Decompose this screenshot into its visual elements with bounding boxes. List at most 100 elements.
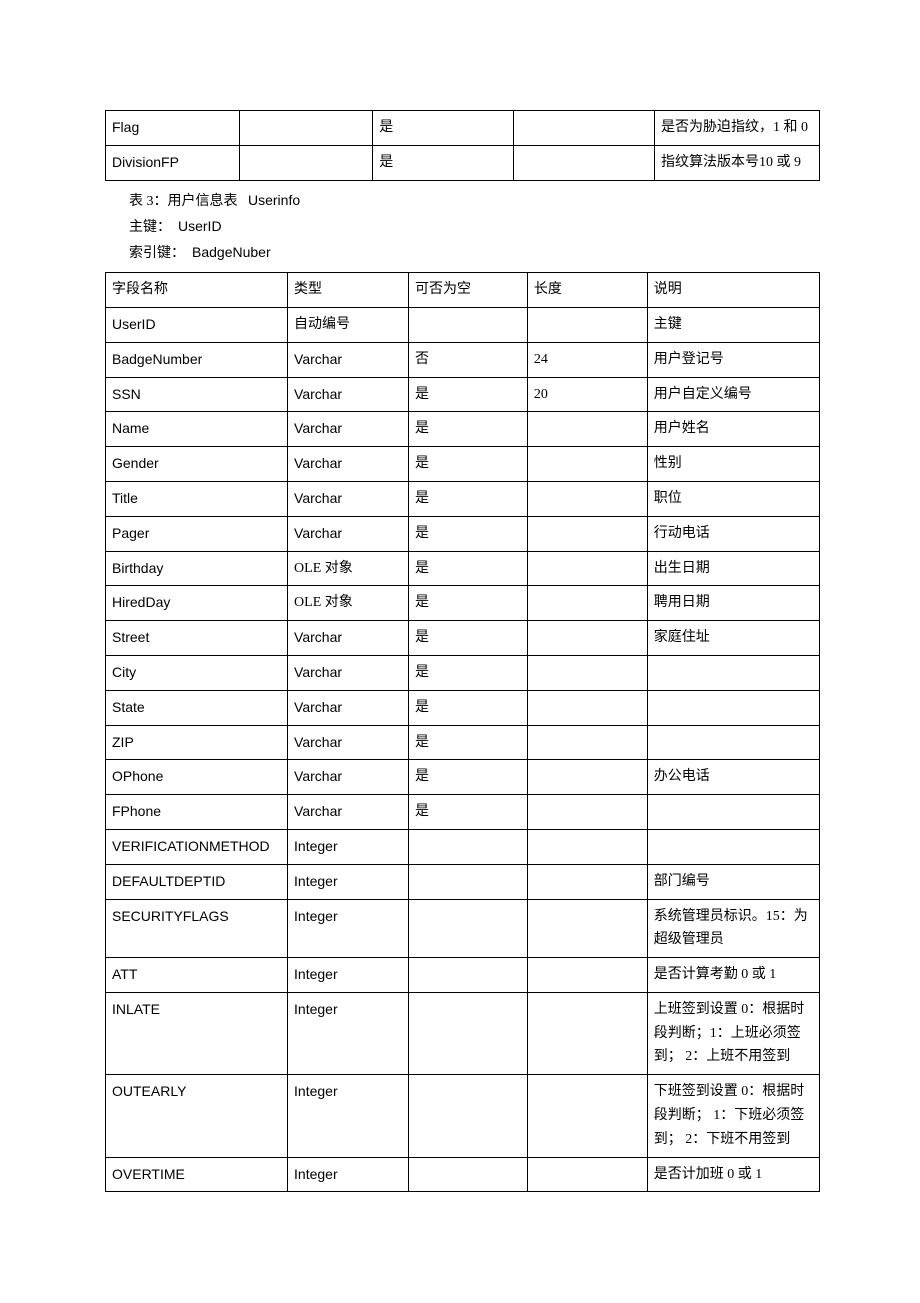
table-cell: 出生日期 xyxy=(647,551,819,586)
table-cell: ZIP xyxy=(106,725,288,760)
caption-text: 表 3：用户信息表 xyxy=(129,194,238,209)
table-cell: 是 xyxy=(409,725,528,760)
table-cell: Integer xyxy=(288,899,409,958)
table-cell: DivisionFP xyxy=(106,145,240,180)
table-cell: HiredDay xyxy=(106,586,288,621)
table-header-cell: 字段名称 xyxy=(106,273,288,308)
table-cell: Varchar xyxy=(288,760,409,795)
table-row: PagerVarchar是行动电话 xyxy=(106,516,820,551)
table-row: OPhoneVarchar是 办公电话 xyxy=(106,760,820,795)
table-cell: OVERTIME xyxy=(106,1157,288,1192)
table-cell: 否 xyxy=(409,342,528,377)
table-cell: Varchar xyxy=(288,481,409,516)
table-row: StreetVarchar是家庭住址 xyxy=(106,621,820,656)
table-cell: 主键 xyxy=(647,307,819,342)
table-cell: 办公电话 xyxy=(647,760,819,795)
table-cell: OUTEARLY xyxy=(106,1075,288,1157)
table-cell: 20 xyxy=(527,377,647,412)
table-cell xyxy=(409,864,528,899)
table-row: INLATEInteger上班签到设置 0：根据时段判断；1：上班必须签到； 2… xyxy=(106,992,820,1074)
table-cell: Gender xyxy=(106,447,288,482)
table-cell: 性别 xyxy=(647,447,819,482)
table-cell: Varchar xyxy=(288,516,409,551)
table-cell: State xyxy=(106,690,288,725)
caption-text: 主键： xyxy=(129,220,171,235)
table-cell: 是否计算考勤 0 或 1 xyxy=(647,958,819,993)
table-cell xyxy=(239,145,373,180)
table-cell: Integer xyxy=(288,864,409,899)
table-cell: FPhone xyxy=(106,795,288,830)
table-cell xyxy=(527,586,647,621)
table-row: ZIPVarchar是 xyxy=(106,725,820,760)
table-cell: Flag xyxy=(106,111,240,146)
table-header-row: 字段名称类型可否为空长度说明 xyxy=(106,273,820,308)
table-fragment-prev: Flag是是否为胁迫指纹，1 和 0DivisionFP是指纹算法版本号10 或… xyxy=(105,110,820,181)
table-cell: 是 xyxy=(409,690,528,725)
table-cell xyxy=(527,621,647,656)
table-cell: 用户自定义编号 xyxy=(647,377,819,412)
table-cell: Integer xyxy=(288,829,409,864)
table-cell xyxy=(527,307,647,342)
table-cell xyxy=(527,690,647,725)
table-cell xyxy=(647,690,819,725)
table-cell: BadgeNumber xyxy=(106,342,288,377)
table-cell: VERIFICATIONMETHOD xyxy=(106,829,288,864)
table-cell xyxy=(514,111,655,146)
table-cell: SSN xyxy=(106,377,288,412)
table-row: BirthdayOLE 对象是出生日期 xyxy=(106,551,820,586)
table-cell xyxy=(527,899,647,958)
table-cell: Integer xyxy=(288,1157,409,1192)
document-page: Flag是是否为胁迫指纹，1 和 0DivisionFP是指纹算法版本号10 或… xyxy=(0,0,920,1272)
table-cell xyxy=(647,725,819,760)
table-cell: 是 xyxy=(409,551,528,586)
table-cell: 是 xyxy=(373,111,514,146)
caption-line-2: 主键： UserID xyxy=(129,214,820,240)
table-cell xyxy=(527,864,647,899)
table-cell: Varchar xyxy=(288,690,409,725)
table-header-cell: 长度 xyxy=(527,273,647,308)
caption-text: 索引键： xyxy=(129,246,185,261)
table-cell xyxy=(527,1157,647,1192)
table-row: DEFAULTDEPTIDInteger部门编号 xyxy=(106,864,820,899)
table-row: TitleVarchar是职位 xyxy=(106,481,820,516)
table-cell xyxy=(409,1157,528,1192)
table-cell xyxy=(647,829,819,864)
table-cell: Integer xyxy=(288,992,409,1074)
table-cell xyxy=(527,992,647,1074)
table-cell xyxy=(527,551,647,586)
table-cell: Varchar xyxy=(288,795,409,830)
table-cell: 聘用日期 xyxy=(647,586,819,621)
table-cell: 行动电话 xyxy=(647,516,819,551)
caption-text: Userinfo xyxy=(248,192,300,208)
table-cell: Varchar xyxy=(288,725,409,760)
table-cell: Varchar xyxy=(288,447,409,482)
table-cell: Varchar xyxy=(288,412,409,447)
table-cell: OLE 对象 xyxy=(288,586,409,621)
table-cell: OPhone xyxy=(106,760,288,795)
table-cell: 是 xyxy=(409,655,528,690)
table-cell: 24 xyxy=(527,342,647,377)
caption-line-3: 索引键： BadgeNuber xyxy=(129,240,820,266)
table-cell xyxy=(647,655,819,690)
table-cell: 是 xyxy=(409,412,528,447)
table-cell: Varchar xyxy=(288,655,409,690)
table-cell xyxy=(527,1075,647,1157)
table-cell: 部门编号 xyxy=(647,864,819,899)
table-cell: 是否计加班 0 或 1 xyxy=(647,1157,819,1192)
table-cell: 是 xyxy=(409,760,528,795)
table-cell: 用户登记号 xyxy=(647,342,819,377)
table-cell: Integer xyxy=(288,958,409,993)
table-cell: City xyxy=(106,655,288,690)
table-cell xyxy=(527,481,647,516)
table-cell xyxy=(527,655,647,690)
table-row: NameVarchar是用户姓名 xyxy=(106,412,820,447)
table-cell: 系统管理员标识。15：为超级管理员 xyxy=(647,899,819,958)
table-header-cell: 可否为空 xyxy=(409,273,528,308)
table-cell xyxy=(239,111,373,146)
table-row: FPhoneVarchar是 xyxy=(106,795,820,830)
table-row: HiredDayOLE 对象是聘用日期 xyxy=(106,586,820,621)
table-cell: 是 xyxy=(373,145,514,180)
table-cell: 上班签到设置 0：根据时段判断；1：上班必须签到； 2：上班不用签到 xyxy=(647,992,819,1074)
table-cell xyxy=(527,958,647,993)
table-cell xyxy=(527,725,647,760)
